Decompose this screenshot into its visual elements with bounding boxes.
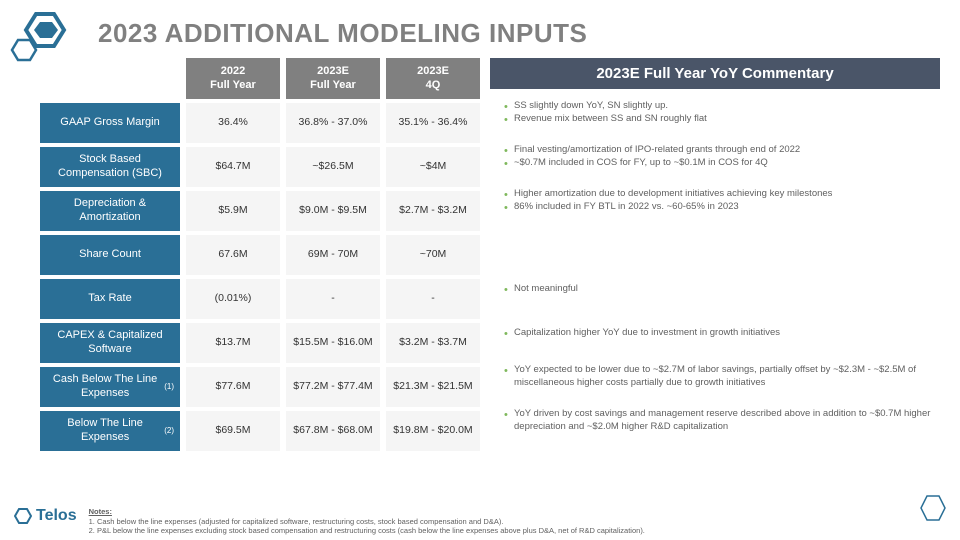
brand-text: Telos [36, 507, 77, 525]
commentary-bullet: Not meaningful [506, 283, 934, 296]
commentary-bullet: Higher amortization due to development i… [506, 188, 934, 201]
commentary-row: YoY expected to be lower due to ~$2.7M o… [490, 357, 940, 397]
brand-hex-icon [14, 507, 32, 525]
commentary-row: Capitalization higher YoY due to investm… [490, 313, 940, 353]
column-header-row: 2022Full Year2023EFull Year2023E4Q [40, 58, 480, 99]
table-row: Cash Below The Line Expenses(1)$77.6M$77… [40, 367, 480, 407]
row-label: GAAP Gross Margin [40, 103, 180, 143]
table-row: Share Count67.6M69M - 70M~70M [40, 235, 480, 275]
notes-title: Notes: [89, 507, 112, 516]
footer-notes: Notes: 1. Cash below the line expenses (… [89, 507, 946, 536]
data-cell: $13.7M [186, 323, 280, 363]
data-cell: $3.2M - $3.7M [386, 323, 480, 363]
row-label: Stock Based Compensation (SBC) [40, 147, 180, 187]
data-cell: - [286, 279, 380, 319]
content-area: 2022Full Year2023EFull Year2023E4Q GAAP … [40, 58, 940, 455]
commentary-bullet: Final vesting/amortization of IPO-relate… [506, 144, 934, 157]
data-cell: $67.8M - $68.0M [286, 411, 380, 451]
commentary-bullet: 86% included in FY BTL in 2022 vs. ~60-6… [506, 201, 934, 214]
data-cell: $21.3M - $21.5M [386, 367, 480, 407]
table-row: Depreciation & Amortization$5.9M$9.0M - … [40, 191, 480, 231]
header-spacer [40, 58, 180, 99]
table-row: GAAP Gross Margin36.4%36.8% - 37.0%35.1%… [40, 103, 480, 143]
data-cell: $2.7M - $3.2M [386, 191, 480, 231]
corner-hex-icon [918, 493, 948, 528]
row-label: Depreciation & Amortization [40, 191, 180, 231]
commentary-row: Not meaningful [490, 269, 940, 309]
commentary-bullet: YoY expected to be lower due to ~$2.7M o… [506, 364, 934, 390]
data-cell: ~$26.5M [286, 147, 380, 187]
data-cell: $77.6M [186, 367, 280, 407]
page-title: 2023 ADDITIONAL MODELING INPUTS [98, 18, 587, 49]
table-row: CAPEX & Capitalized Software$13.7M$15.5M… [40, 323, 480, 363]
commentary-bullet: Revenue mix between SS and SN roughly fl… [506, 113, 934, 126]
commentary-panel: 2023E Full Year YoY Commentary SS slight… [490, 58, 940, 455]
column-header: 2023E4Q [386, 58, 480, 99]
data-cell: $77.2M - $77.4M [286, 367, 380, 407]
row-label: Cash Below The Line Expenses(1) [40, 367, 180, 407]
data-cell: 36.8% - 37.0% [286, 103, 380, 143]
data-cell: $9.0M - $9.5M [286, 191, 380, 231]
row-label: Below The Line Expenses(2) [40, 411, 180, 451]
commentary-bullet: YoY driven by cost savings and managemen… [506, 408, 934, 434]
row-label: Share Count [40, 235, 180, 275]
table-row: Stock Based Compensation (SBC)$64.7M~$26… [40, 147, 480, 187]
table-row: Below The Line Expenses(2)$69.5M$67.8M -… [40, 411, 480, 451]
data-cell: - [386, 279, 480, 319]
data-cell: 36.4% [186, 103, 280, 143]
data-cell: ~$4M [386, 147, 480, 187]
commentary-row: SS slightly down YoY, SN slightly up.Rev… [490, 93, 940, 133]
brand-logo: Telos [14, 507, 77, 525]
data-cell: $15.5M - $16.0M [286, 323, 380, 363]
data-cell: (0.01%) [186, 279, 280, 319]
column-header: 2022Full Year [186, 58, 280, 99]
commentary-row: Higher amortization due to development i… [490, 181, 940, 221]
footnote: 1. Cash below the line expenses (adjuste… [89, 517, 946, 527]
data-cell: 69M - 70M [286, 235, 380, 275]
footer: Telos Notes: 1. Cash below the line expe… [14, 503, 946, 536]
data-cell: $64.7M [186, 147, 280, 187]
table-row: Tax Rate(0.01%)-- [40, 279, 480, 319]
data-cell: $5.9M [186, 191, 280, 231]
commentary-header: 2023E Full Year YoY Commentary [490, 58, 940, 89]
data-cell: ~70M [386, 235, 480, 275]
row-label: CAPEX & Capitalized Software [40, 323, 180, 363]
table-area: 2022Full Year2023EFull Year2023E4Q GAAP … [40, 58, 480, 455]
commentary-row: Final vesting/amortization of IPO-relate… [490, 137, 940, 177]
commentary-bullet: SS slightly down YoY, SN slightly up. [506, 100, 934, 113]
column-header: 2023EFull Year [286, 58, 380, 99]
commentary-bullet: ~$0.7M included in COS for FY, up to ~$0… [506, 157, 934, 170]
data-cell: $19.8M - $20.0M [386, 411, 480, 451]
commentary-bullet: Capitalization higher YoY due to investm… [506, 327, 934, 340]
commentary-row: YoY driven by cost savings and managemen… [490, 401, 940, 441]
commentary-row [490, 225, 940, 265]
data-cell: 35.1% - 36.4% [386, 103, 480, 143]
data-cell: 67.6M [186, 235, 280, 275]
data-cell: $69.5M [186, 411, 280, 451]
footnote: 2. P&L below the line expenses excluding… [89, 526, 946, 536]
row-label: Tax Rate [40, 279, 180, 319]
